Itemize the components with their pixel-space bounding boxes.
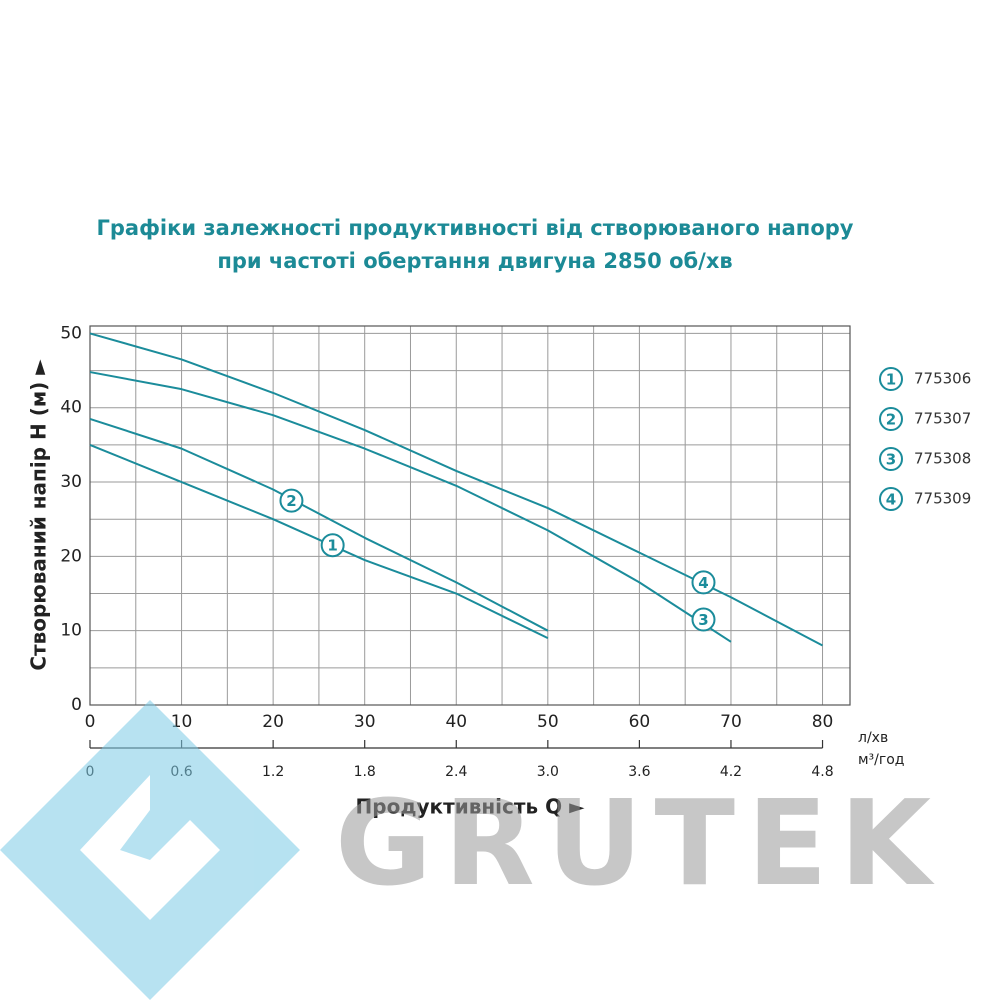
legend-marker: [879, 407, 903, 431]
curve-label-circle: [691, 570, 716, 595]
x-tick-label: 60: [629, 712, 651, 732]
legend-label: 775308: [914, 450, 971, 468]
legend-label: 775307: [914, 410, 971, 428]
legend-marker-label: 4: [886, 491, 896, 509]
plot-frame: [89, 325, 851, 706]
y-axis-title: Створюваний напір Н (м) ►: [27, 359, 51, 671]
legend-marker: [879, 487, 903, 511]
y-tick-label: 20: [60, 546, 82, 566]
x-axis-title: Продуктивність Q ►: [356, 795, 586, 819]
legend-label: 775309: [914, 490, 971, 508]
watermark: GRUTEK: [0, 700, 943, 1000]
curve-label: 2: [286, 492, 296, 510]
x2-tick-label: 2.4: [445, 764, 467, 780]
x2-unit: м³/год: [858, 752, 905, 768]
y-tick-label: 40: [60, 398, 82, 418]
legend-marker-label: 3: [886, 451, 896, 469]
x-tick-label: 0: [85, 712, 96, 732]
x-tick-label: 30: [354, 712, 376, 732]
curve-label-circle: [691, 607, 716, 632]
legend-marker: [879, 367, 903, 391]
legend-marker: [879, 447, 903, 471]
y-tick-label: 30: [60, 472, 82, 492]
curve-label-circle: [320, 533, 345, 558]
series-line: [89, 417, 549, 632]
curve-label-circle: [279, 488, 304, 513]
x-tick-label: 40: [445, 712, 467, 732]
x2-tick-label: 3.6: [628, 764, 650, 780]
chart-subtitle: при частоті обертання двигуна 2850 об/хв: [217, 249, 732, 273]
x2-tick-label: 1.2: [262, 764, 284, 780]
chart-title: Графіки залежності продуктивності від ст…: [97, 216, 854, 240]
legend-label: 775306: [914, 370, 971, 388]
x-tick-label: 70: [720, 712, 742, 732]
watermark-text: GRUTEK: [335, 774, 943, 912]
legend-marker-label: 1: [886, 371, 896, 389]
curve-label: 1: [327, 537, 337, 555]
y-tick-label: 10: [60, 621, 82, 641]
x-tick-label: 50: [537, 712, 559, 732]
x2-tick-label: 3.0: [537, 764, 559, 780]
y-tick-label: 0: [71, 695, 82, 715]
x2-tick-label: 1.8: [354, 764, 376, 780]
x2-tick-label: 4.2: [720, 764, 742, 780]
y-tick-label: 50: [60, 323, 82, 343]
series-line: [89, 443, 549, 640]
x2-tick-label: 4.8: [811, 764, 833, 780]
x-tick-label: 20: [262, 712, 284, 732]
curve-label: 3: [698, 611, 708, 629]
legend-marker-label: 2: [886, 411, 896, 429]
watermark-logo: [0, 700, 300, 1000]
x-tick-label: 80: [812, 712, 834, 732]
series-line: [89, 371, 732, 643]
curve-label: 4: [698, 574, 708, 592]
x-unit: л/хв: [858, 730, 888, 746]
